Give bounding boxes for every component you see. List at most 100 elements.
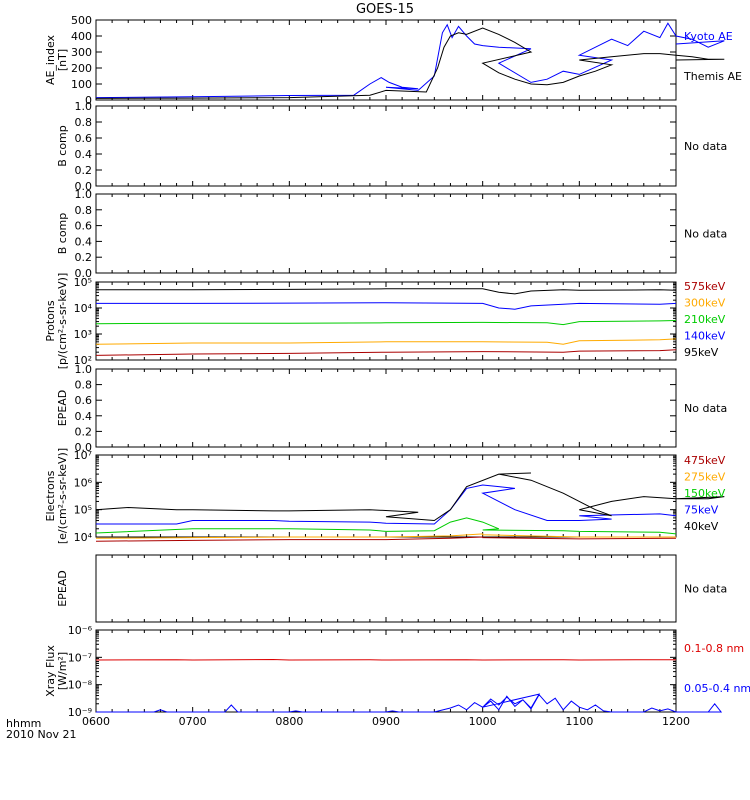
panel-4: 10² 10³ 10⁴ 10⁵ Protons [p/(cm²-s-sr-keV)] 575… (44, 273, 726, 370)
y-tick-label: 0.2 (75, 425, 93, 438)
y-tick-label: 400 (71, 30, 92, 43)
panel-1: 0 100 200 300 400 500 AE_index [nT] Kyoto AE Them… (44, 14, 742, 107)
y-tick-label: 0.8 (75, 116, 93, 129)
y-tick-label: 10² (74, 354, 92, 367)
series-line-275kev (95, 533, 676, 539)
panel-frame (95, 281, 677, 361)
y-axis-label: [p/(cm²-s-sr-keV)] (56, 273, 69, 370)
panel-frame (95, 554, 677, 623)
panel-frame (95, 368, 677, 448)
y-axis-label: EPEAD (56, 390, 69, 427)
y-tick-label: 10⁻⁶ (68, 624, 93, 637)
y-tick-label: 0.8 (75, 204, 93, 217)
legend-label: Themis AE (683, 70, 742, 83)
legend-label: 95keV (684, 346, 719, 359)
y-tick-label: 500 (71, 14, 92, 27)
series-line-0-05-0-4-nm (96, 693, 723, 713)
series-line-themis-ae (95, 27, 725, 99)
series-line-575kev (95, 349, 677, 356)
y-tick-label: 1.0 (75, 363, 93, 376)
y-tick-label: 10⁵ (74, 276, 92, 289)
legend-label: 0.1-0.8 nm (684, 642, 744, 655)
y-axis-label: B comp (56, 125, 69, 167)
series-line-300kev (95, 338, 677, 345)
no-data-label: No data (684, 583, 727, 596)
y-tick-label: 0 (85, 94, 92, 107)
panel-frame (95, 19, 677, 101)
y-tick-label: 10⁵ (74, 504, 92, 517)
legend-label: 75keV (684, 504, 719, 517)
y-tick-label: 10⁻⁹ (68, 706, 92, 719)
panel-6: 10⁴ 10⁵ 10⁶ 10⁷ Electrons [e/(cm²-s-sr-keV)] 4… (44, 448, 726, 544)
y-tick-label: 1.0 (75, 188, 93, 201)
y-tick-label: 10⁴ (74, 531, 93, 544)
y-tick-label: 0.2 (75, 251, 93, 264)
y-axis-label: [W/m²] (56, 652, 69, 690)
x-tick-label: 0800 (275, 715, 303, 728)
series-line-40kev (95, 472, 725, 522)
y-tick-label: 10³ (74, 328, 92, 341)
legend-label: 275keV (684, 471, 726, 484)
panel-8: 10⁻⁹ 10⁻⁸ 10⁻⁷ 10⁻⁶ Xray Flux [W/m²] 0.1-0.8 n… (44, 624, 750, 728)
panel-frame (95, 629, 677, 713)
panel-5: 0.0 0.2 0.4 0.6 0.8 1.0 EPEAD No data (56, 363, 727, 454)
no-data-label: No data (684, 140, 727, 153)
date-label: 2010 Nov 21 (6, 728, 76, 741)
legend-label: 300keV (684, 297, 726, 310)
legend-label: 210keV (684, 313, 726, 326)
series-line-kyoto-ae (95, 22, 725, 99)
y-axis-label: AE_index (44, 34, 57, 85)
panel-7: EPEAD No data (56, 554, 727, 623)
legend-label: 140keV (684, 330, 726, 343)
panel-frame (95, 193, 677, 274)
y-tick-label: 0.2 (75, 164, 93, 177)
panel-2: 0.0 0.2 0.4 0.6 0.8 1.0 B comp No data (56, 100, 727, 193)
series-line-0-1-0-8-nm (95, 658, 677, 661)
series-line-140kev (96, 302, 677, 310)
y-tick-label: 10⁷ (74, 449, 92, 462)
y-axis-label: B comp (56, 213, 69, 255)
y-tick-label: 100 (71, 78, 92, 91)
y-tick-label: 0.8 (75, 379, 93, 392)
series-line-475kev (95, 536, 677, 542)
y-tick-label: 0.6 (75, 220, 93, 233)
panel-frame (95, 105, 677, 187)
x-tick-label: 0900 (372, 715, 400, 728)
x-tick-label: 1000 (469, 715, 497, 728)
y-tick-label: 0.0 (75, 180, 93, 193)
y-tick-label: 10⁻⁸ (68, 679, 93, 692)
x-tick-label: 0600 (82, 715, 110, 728)
series-line-95kev (96, 288, 677, 295)
x-tick-label: 1100 (565, 715, 593, 728)
no-data-label: No data (684, 228, 727, 241)
x-tick-label: 0700 (179, 715, 207, 728)
y-tick-label: 0.6 (75, 394, 93, 407)
legend-label: 40keV (684, 520, 719, 533)
y-tick-label: 0.4 (75, 148, 93, 161)
series-line-210kev (95, 320, 677, 326)
legend-label: 0.05-0.4 nm (684, 682, 750, 695)
y-axis-label: Electrons (44, 470, 57, 521)
y-tick-label: 0.0 (75, 267, 93, 280)
panel-frame (95, 454, 677, 538)
y-tick-label: 10⁴ (74, 302, 93, 315)
y-axis-label: [e/(cm²-s-sr-keV)] (56, 448, 69, 544)
chart-title: GOES-15 (356, 2, 414, 17)
y-tick-label: 10⁶ (74, 476, 93, 489)
y-tick-label: 300 (71, 46, 92, 59)
y-tick-label: 0.4 (75, 235, 93, 248)
y-axis-label: Protons (44, 300, 57, 341)
series-line-75kev (96, 484, 677, 525)
legend-label: 150keV (684, 487, 726, 500)
legend-label: 575keV (684, 280, 726, 293)
legend-label: Kyoto AE (684, 30, 733, 43)
y-axis-label: [nT] (56, 49, 69, 71)
y-tick-label: 0.0 (75, 441, 93, 454)
time-axis-label: hhmm (6, 717, 41, 730)
y-tick-label: 0.4 (75, 410, 93, 423)
legend-label: 475keV (684, 454, 726, 467)
y-tick-label: 10⁻⁷ (68, 651, 92, 664)
x-tick-label: 1200 (662, 715, 690, 728)
series-line-150kev (95, 517, 677, 535)
